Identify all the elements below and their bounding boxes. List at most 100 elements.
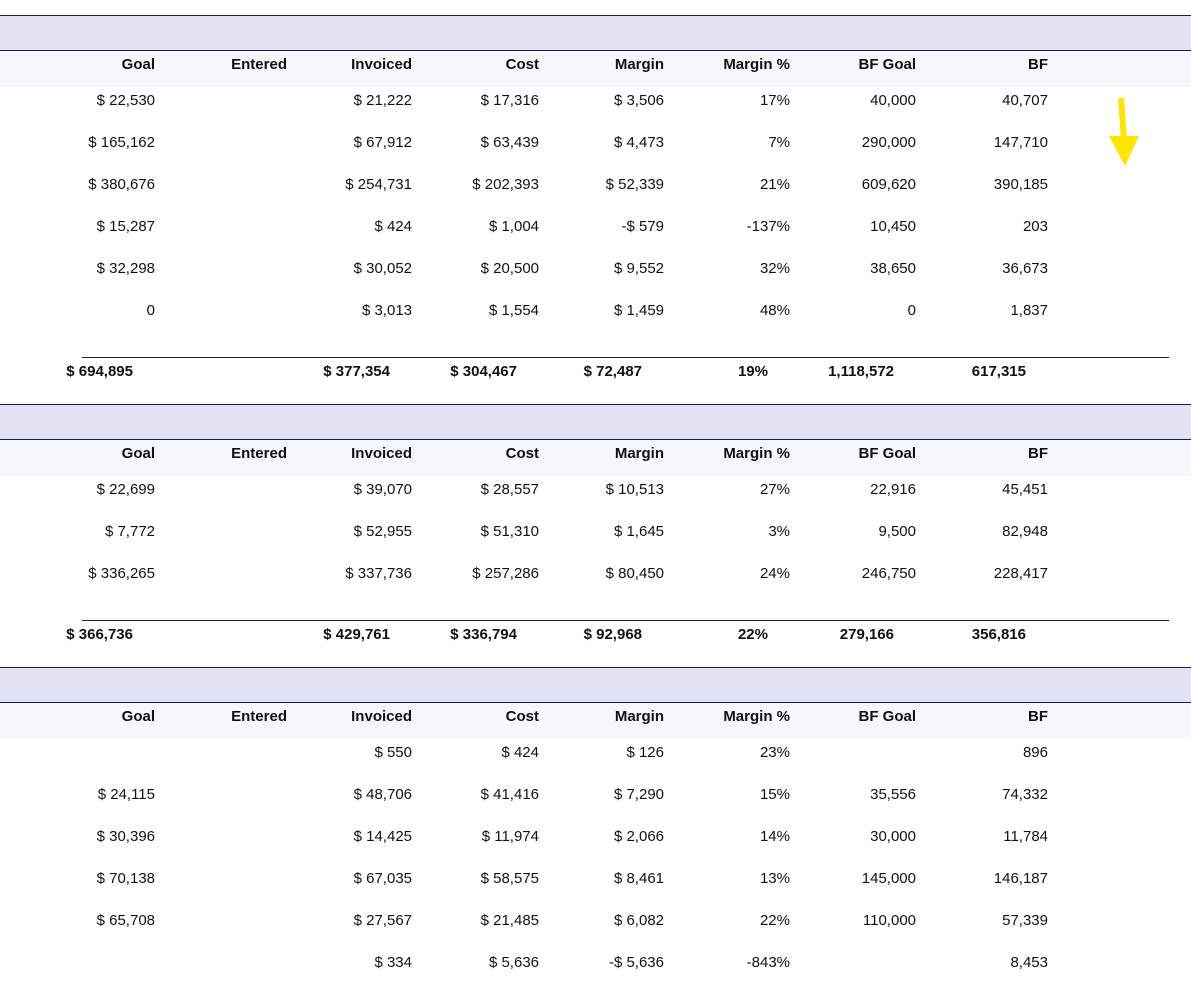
column-header-row-invoiced: Invoiced <box>351 445 412 462</box>
table-row-margin: $ 6,082 <box>613 912 664 929</box>
table-row-invoiced: $ 334 <box>374 954 412 971</box>
table-row-margin-pct: 15% <box>759 786 790 803</box>
report-section: Goal Entered Invoiced Cost Margin Margin % BF … <box>0 404 1191 667</box>
table-row-bf: 45,451 <box>1002 481 1048 498</box>
report-section: Goal Entered Invoiced Cost Margin Margin % BF … <box>0 15 1191 404</box>
table-row-cost: $ 1,554 <box>488 302 539 319</box>
table-row-invoiced: $ 550 <box>374 744 412 761</box>
table-row-margin: $ 2,066 <box>613 828 664 845</box>
table-row-margin: $ 7,290 <box>613 786 664 803</box>
table-row-margin-pct: 13% <box>759 870 790 887</box>
table-row-bf: 896 <box>1022 744 1048 761</box>
table-row-margin: $ 3,506 <box>613 92 664 109</box>
column-header-row-margin-pct: Margin % <box>723 445 790 462</box>
column-header-row-margin: Margin <box>614 445 664 462</box>
total-row: $ 694,895 $ 377,354 $ 304,467 $ 72,487 19% 1,… <box>66 357 1169 386</box>
table-row-bf-goal: 290,000 <box>861 134 916 151</box>
table-row-margin-pct: 24% <box>759 565 790 582</box>
column-header-row: Goal Entered Invoiced Cost Margin Margin % BF … <box>0 51 1191 87</box>
table-row-cost: $ 202,393 <box>472 176 539 193</box>
table-row-margin: $ 9,552 <box>613 260 664 277</box>
table-row: $ 15,287 $ 424 $ 1,004 -$ 579 -137% 10,450 203 <box>0 213 1191 255</box>
column-header-row-entered: Entered <box>231 708 287 725</box>
table-row-bf: 1,837 <box>1010 302 1048 319</box>
table-row-goal: $ 165,162 <box>88 134 155 151</box>
section-header-band <box>0 404 1191 440</box>
total-row-invoiced: $ 429,761 <box>323 626 390 643</box>
table-row: $ 7,772 $ 52,955 $ 51,310 $ 1,645 3% 9,500 82,… <box>0 518 1191 560</box>
table-row-bf-goal: 38,650 <box>870 260 916 277</box>
table-row-invoiced: $ 424 <box>374 218 412 235</box>
table-row-cost: $ 11,974 <box>481 828 539 845</box>
table-row-goal: $ 24,115 <box>97 786 155 803</box>
column-header-row-bf-goal: BF Goal <box>858 445 916 462</box>
column-header-row-margin-pct: Margin % <box>723 708 790 725</box>
table-row-margin-pct: 22% <box>759 912 790 929</box>
table-row: $ 22,699 $ 39,070 $ 28,557 $ 10,513 27% 22,91… <box>0 476 1191 518</box>
table-row-bf: 57,339 <box>1002 912 1048 929</box>
table-row-margin-pct: -843% <box>746 954 790 971</box>
table-row-margin-pct: 27% <box>759 481 790 498</box>
column-header-row-invoiced: Invoiced <box>351 708 412 725</box>
table-row-margin: $ 8,461 <box>613 870 664 887</box>
table-row-margin: $ 1,645 <box>613 523 664 540</box>
table-row-cost: $ 17,316 <box>480 92 539 109</box>
table-row-bf: 147,710 <box>993 134 1048 151</box>
table-row: $ 70,138 $ 67,035 $ 58,575 $ 8,461 13% 145,00… <box>0 865 1191 907</box>
table-row-margin-pct: 23% <box>759 744 790 761</box>
report-section: Goal Entered Invoiced Cost Margin Margin % BF … <box>0 667 1191 991</box>
table-row-bf-goal: 40,000 <box>870 92 916 109</box>
table-row-invoiced: $ 27,567 <box>353 912 412 929</box>
column-header-row: Goal Entered Invoiced Cost Margin Margin % BF … <box>0 440 1191 476</box>
column-header-row-goal: Goal <box>121 708 155 725</box>
table-row-cost: $ 41,416 <box>480 786 539 803</box>
table-row-cost: $ 58,575 <box>480 870 539 887</box>
column-header-row-bf: BF <box>1028 445 1048 462</box>
table-row-goal: 0 <box>146 302 155 319</box>
table-row-margin: -$ 5,636 <box>608 954 664 971</box>
table-row: $ 30,396 $ 14,425 $ 11,974 $ 2,066 14% 30,000… <box>0 823 1191 865</box>
column-header-row-margin: Margin <box>614 708 664 725</box>
table-row-cost: $ 63,439 <box>480 134 539 151</box>
column-header-row-cost: Cost <box>505 56 539 73</box>
table-row-bf-goal: 110,000 <box>862 912 916 929</box>
table-row-bf: 40,707 <box>1002 92 1048 109</box>
table-row-bf-goal: 246,750 <box>861 565 916 582</box>
table-row-goal: $ 30,396 <box>96 828 155 845</box>
column-header-row-margin: Margin <box>614 56 664 73</box>
table-row: 0 $ 3,013 $ 1,554 $ 1,459 48% 0 1,837 <box>0 297 1191 339</box>
table-row-margin-pct: 17% <box>759 92 790 109</box>
total-row-cost: $ 304,467 <box>450 363 517 380</box>
table-row-invoiced: $ 67,035 <box>353 870 412 887</box>
total-row-cost: $ 336,794 <box>450 626 517 643</box>
column-header-row-bf-goal: BF Goal <box>858 56 916 73</box>
arrow-down-annotation-icon <box>1109 97 1139 166</box>
table-row-cost: $ 51,310 <box>480 523 539 540</box>
table-row-cost: $ 424 <box>501 744 539 761</box>
total-row-margin-pct: 19% <box>737 363 768 380</box>
table-row-invoiced: $ 337,736 <box>345 565 412 582</box>
table-row-cost: $ 257,286 <box>472 565 539 582</box>
table-row-invoiced: $ 52,955 <box>353 523 412 540</box>
table-row-bf: 228,417 <box>993 565 1048 582</box>
table-row-margin: $ 80,450 <box>605 565 664 582</box>
table-row-margin: $ 1,459 <box>613 302 664 319</box>
table-row: $ 24,115 $ 48,706 $ 41,416 $ 7,290 15% 35,556… <box>0 781 1191 823</box>
table-row-invoiced: $ 30,052 <box>353 260 412 277</box>
total-row-margin-pct: 22% <box>737 626 768 643</box>
total-row-margin: $ 92,968 <box>583 626 642 643</box>
total-row-bf-goal: 1,118,572 <box>828 363 894 380</box>
table-row-invoiced: $ 3,013 <box>361 302 412 319</box>
table-row-bf: 82,948 <box>1002 523 1048 540</box>
report: Goal Entered Invoiced Cost Margin Margin % BF … <box>0 15 1191 991</box>
section-header-band <box>0 15 1191 51</box>
column-header-row: Goal Entered Invoiced Cost Margin Margin % BF … <box>0 703 1191 739</box>
table-row-goal: $ 336,265 <box>88 565 155 582</box>
table-row-bf: 390,185 <box>993 176 1048 193</box>
table-row-goal: $ 15,287 <box>96 218 155 235</box>
table-row-margin-pct: 48% <box>759 302 790 319</box>
table-row: $ 334 $ 5,636 -$ 5,636 -843% 8,453 <box>0 949 1191 991</box>
table-row-invoiced: $ 14,425 <box>353 828 412 845</box>
total-row-goal: $ 366,736 <box>66 626 133 643</box>
total-row: $ 366,736 $ 429,761 $ 336,794 $ 92,968 22% 27… <box>66 620 1169 649</box>
